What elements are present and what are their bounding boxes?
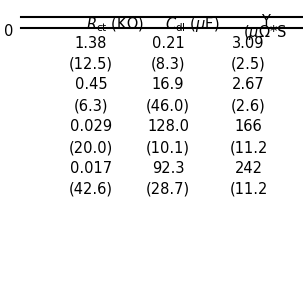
Text: (8.3): (8.3) [151, 56, 185, 72]
Text: ($\mu\Omega$*S: ($\mu\Omega$*S [243, 23, 287, 42]
Text: $C_{\mathrm{dl}}$ ($\mu$F): $C_{\mathrm{dl}}$ ($\mu$F) [165, 15, 220, 34]
Text: 128.0: 128.0 [147, 119, 189, 134]
Text: 92.3: 92.3 [152, 161, 185, 176]
Text: 1.38: 1.38 [75, 35, 107, 51]
Text: 0.029: 0.029 [70, 119, 112, 134]
Text: (2.6): (2.6) [231, 98, 266, 113]
Text: (10.1): (10.1) [146, 140, 190, 155]
Text: (42.6): (42.6) [69, 182, 113, 197]
Text: (20.0): (20.0) [69, 140, 113, 155]
Text: 0.45: 0.45 [75, 77, 107, 92]
Text: Y: Y [261, 14, 270, 29]
Text: (2.5): (2.5) [231, 56, 266, 72]
Text: 0: 0 [5, 24, 14, 39]
Text: (12.5): (12.5) [69, 56, 113, 72]
Text: 16.9: 16.9 [152, 77, 185, 92]
Text: 2.67: 2.67 [232, 77, 265, 92]
Text: (11.2: (11.2 [229, 182, 268, 197]
Text: (46.0): (46.0) [146, 98, 190, 113]
Text: 0.017: 0.017 [70, 161, 112, 176]
Text: 242: 242 [235, 161, 262, 176]
Text: (6.3): (6.3) [74, 98, 108, 113]
Text: $R_{\mathrm{ct}}$ (K$\Omega$): $R_{\mathrm{ct}}$ (K$\Omega$) [86, 16, 144, 34]
Text: (28.7): (28.7) [146, 182, 190, 197]
Text: 3.09: 3.09 [232, 35, 265, 51]
Text: 0.21: 0.21 [152, 35, 185, 51]
Text: (11.2: (11.2 [229, 140, 268, 155]
Text: 166: 166 [235, 119, 262, 134]
